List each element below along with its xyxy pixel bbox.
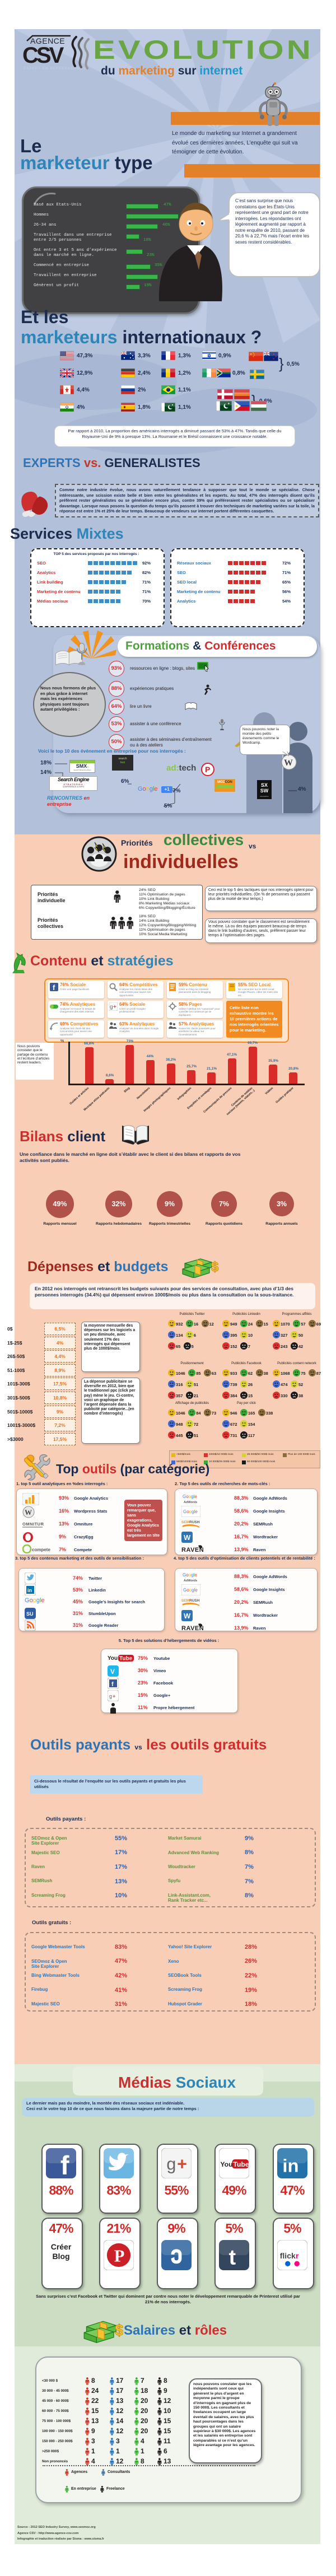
svg-text:in: in xyxy=(27,1588,32,1593)
svg-text:P: P xyxy=(114,2247,125,2266)
svg-text:g: g xyxy=(110,1004,113,1010)
svg-text:You: You xyxy=(108,1655,118,1662)
svg-text:You: You xyxy=(220,2160,232,2168)
svg-text:+: + xyxy=(177,2155,187,2174)
svg-text:g: g xyxy=(109,1693,112,1699)
svg-text:V: V xyxy=(110,1668,115,1676)
svg-text:$: $ xyxy=(211,1259,219,1275)
svg-text:in: in xyxy=(282,2155,298,2176)
svg-text:W: W xyxy=(25,1508,32,1516)
svg-text:Google: Google xyxy=(183,1509,198,1514)
svg-text:SU: SU xyxy=(26,1611,34,1617)
svg-text:EXPERT EN REFERENCEMENT: EXPERT EN REFERENCEMENT xyxy=(24,67,89,71)
svg-text:P: P xyxy=(205,765,210,774)
svg-text:flickr: flickr xyxy=(280,2251,299,2260)
svg-text:RAVEN: RAVEN xyxy=(181,1625,204,1632)
svg-text:Google: Google xyxy=(25,1597,45,1604)
svg-text:SEM: SEM xyxy=(181,1520,189,1524)
svg-text:RUSH: RUSH xyxy=(189,1599,200,1603)
svg-text:RAVEN: RAVEN xyxy=(181,1547,204,1553)
svg-text:CSV: CSV xyxy=(22,43,64,68)
svg-text:AdWords: AdWords xyxy=(184,1501,197,1504)
svg-text:f: f xyxy=(111,1681,114,1688)
svg-text:OMNITURE: OMNITURE xyxy=(22,1522,44,1527)
svg-text:W: W xyxy=(284,758,293,768)
svg-text:Google: Google xyxy=(183,1494,197,1499)
svg-text:W: W xyxy=(184,1612,191,1620)
svg-text:RUSH: RUSH xyxy=(189,1520,200,1524)
svg-text:Tube: Tube xyxy=(233,2160,249,2168)
svg-text:Google: Google xyxy=(183,1572,197,1578)
svg-text:t: t xyxy=(229,2245,236,2269)
svg-text:Tube: Tube xyxy=(119,1656,133,1662)
svg-text:SEM: SEM xyxy=(181,1599,189,1603)
svg-text:f: f xyxy=(60,2150,69,2178)
svg-text:Google: Google xyxy=(183,1588,198,1593)
svg-text:$: $ xyxy=(115,2322,123,2339)
svg-text:AdWords: AdWords xyxy=(184,1579,197,1583)
svg-text:AGENCE: AGENCE xyxy=(30,36,65,45)
svg-text:g: g xyxy=(166,2155,176,2174)
svg-text:W: W xyxy=(184,1533,191,1542)
svg-text:compete: compete xyxy=(32,1547,50,1552)
svg-text:+: + xyxy=(113,1004,116,1010)
svg-text:f: f xyxy=(53,983,55,991)
svg-text:+: + xyxy=(113,1693,115,1699)
